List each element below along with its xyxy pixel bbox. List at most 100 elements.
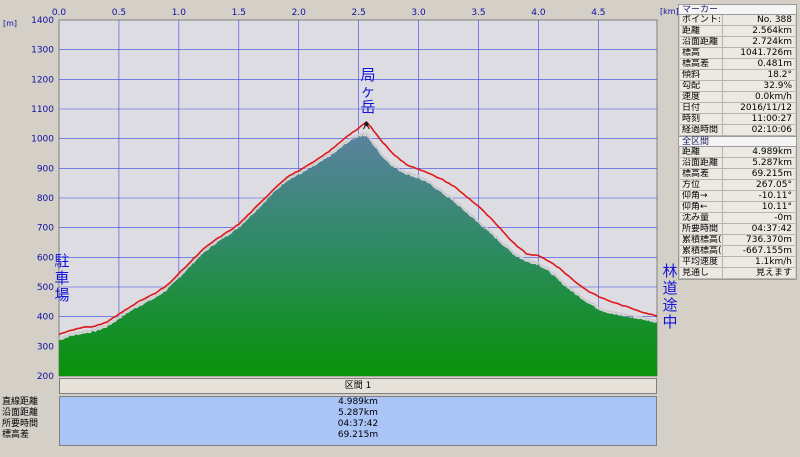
panel-row-label: 時刻	[680, 114, 723, 124]
full-panel-rows: 距離 4.989km 沿面距離 5.287km 標高差 69.215m 方位 267.05° 仰…	[678, 147, 797, 280]
panel-row-label: 標高	[680, 48, 723, 58]
panel-row: 見通し 見えます	[680, 268, 795, 279]
panel-row-value: 0.0km/h	[754, 92, 792, 102]
x-tick-label: 4.5	[591, 8, 605, 18]
panel-row-value: 267.05°	[756, 180, 792, 190]
panel-row: 方位 267.05°	[680, 180, 795, 191]
panel-row: 距離 4.989km	[680, 147, 795, 158]
x-tick-label: 3.5	[471, 8, 485, 18]
landmark-label: 局ヶ岳	[360, 66, 375, 116]
panel-row-label: 沿面距離	[680, 158, 723, 168]
y-tick-label: 400	[37, 313, 54, 323]
panel-row-label: 所要時間	[680, 224, 723, 234]
panel-row-value: -0m	[774, 213, 792, 223]
section-value: 5.287km	[338, 408, 378, 418]
section-value: 4.989km	[338, 397, 378, 407]
panel-row-label: 沿面距離	[680, 37, 723, 47]
panel-row-label: 平均速度	[680, 257, 723, 267]
panel-row-label: 沈み量	[680, 213, 723, 223]
x-unit-label: [km]	[660, 7, 679, 16]
panel-row: 時刻 11:00:27	[680, 114, 795, 125]
y-tick-label: 300	[37, 342, 54, 352]
panel-row: 標高 1041.726m	[680, 48, 795, 59]
panel-row-label: ポイント:	[682, 15, 723, 25]
panel-row-label: 傾斜	[680, 70, 723, 80]
marker-icon	[362, 123, 370, 130]
panel-row: 日付 2016/11/12	[680, 103, 795, 114]
panel-row-value: 02:10:06	[751, 125, 792, 135]
x-tick-label: 3.0	[411, 8, 426, 18]
y-tick-label: 1400	[31, 16, 54, 26]
y-tick-label: 1200	[31, 75, 54, 85]
section-label: 直線距離	[2, 397, 39, 407]
panel-row: 経過時間 02:10:06	[680, 125, 795, 136]
panel-row-value: 32.9%	[763, 81, 792, 91]
panel-row-label: 見通し	[680, 268, 723, 278]
panel-row-value: -667.155m	[742, 246, 792, 256]
panel-row-label: 日付	[680, 103, 723, 113]
panel-row-label: 標高差	[680, 59, 723, 69]
section-values: 4.989km 5.287km 04:37:42 69.215m	[59, 396, 657, 446]
section-label: 標高差	[2, 430, 30, 440]
panel-row: 累積標高(-) -667.155m	[680, 246, 795, 257]
panel-row-label: 累積標高(+)	[682, 235, 723, 245]
panel-row-value: 04:37:42	[751, 224, 792, 234]
panel-row-value: 1041.726m	[740, 48, 792, 58]
marker-panel-rows: ポイント: No. 388 距離 2.564km 沿面距離 2.724km 標高 1041.7…	[678, 15, 797, 137]
panel-row-value: 11:00:27	[751, 114, 792, 124]
panel-row-value: 1.1km/h	[754, 257, 792, 267]
panel-row: 標高差 69.215m	[680, 169, 795, 180]
y-tick-label: 900	[37, 164, 54, 174]
panel-row-label: 速度	[680, 92, 723, 102]
panel-row-value: 18.2°	[767, 70, 792, 80]
y-tick-label: 600	[37, 253, 54, 263]
y-tick-label: 800	[37, 194, 54, 204]
panel-row-label: 経過時間	[680, 125, 723, 135]
panel-row-label: 距離	[680, 147, 723, 157]
panel-row: 所要時間 04:37:42	[680, 224, 795, 235]
panel-row-value: 2016/11/12	[740, 103, 792, 113]
panel-row: 速度 0.0km/h	[680, 92, 795, 103]
panel-row-label: 累積標高(-)	[682, 246, 723, 256]
section-label: 沿面距離	[2, 408, 39, 418]
panel-row-value: 0.481m	[757, 59, 792, 69]
panel-row: 距離 2.564km	[680, 26, 795, 37]
x-tick-label: 2.5	[351, 8, 365, 18]
panel-row-value: 4.989km	[752, 147, 792, 157]
x-tick-label: 0.0	[52, 8, 67, 18]
x-tick-label: 1.0	[172, 8, 187, 18]
x-tick-label: 1.5	[232, 8, 246, 18]
panel-row: 勾配 32.9%	[680, 81, 795, 92]
terrain-area	[59, 135, 657, 376]
panel-row-label: 勾配	[680, 81, 723, 91]
panel-row-label: 仰角←	[680, 202, 723, 212]
landmark-label: 駐車場	[54, 252, 69, 304]
panel-row-value: 5.287km	[752, 158, 792, 168]
panel-row-value: No. 388	[757, 15, 792, 25]
full-panel: 全区間 距離 4.989km 沿面距離 5.287km 標高差 69.215m 方位 267.…	[678, 136, 797, 280]
section-label: 所要時間	[2, 419, 39, 429]
panel-row-value: 736.370m	[746, 235, 792, 245]
panel-row-label: 標高差	[680, 169, 723, 179]
y-tick-label: 1300	[31, 46, 54, 56]
panel-row-value: 2.564km	[752, 26, 792, 36]
panel-row: 平均速度 1.1km/h	[680, 257, 795, 268]
panel-row: 沿面距離 5.287km	[680, 158, 795, 169]
x-tick-label: 4.0	[531, 8, 546, 18]
marker-panel-title: マーカー	[678, 4, 797, 15]
panel-row: 仰角→ -10.11°	[680, 191, 795, 202]
section-tab[interactable]: 区間 1	[59, 378, 657, 394]
y-tick-label: 1000	[31, 135, 54, 145]
y-tick-label: 500	[37, 283, 54, 293]
section-value: 69.215m	[337, 430, 379, 440]
panel-row-label: 仰角→	[680, 191, 723, 201]
panel-row-value: -10.11°	[758, 191, 792, 201]
track-line	[58, 120, 658, 336]
panel-row-value: 見えます	[755, 268, 792, 278]
y-tick-label: 1100	[31, 105, 54, 115]
panel-row: 傾斜 18.2°	[680, 70, 795, 81]
panel-row: 標高差 0.481m	[680, 59, 795, 70]
x-tick-label: 0.5	[112, 8, 126, 18]
panel-row: 沿面距離 2.724km	[680, 37, 795, 48]
full-panel-title: 全区間	[678, 136, 797, 147]
